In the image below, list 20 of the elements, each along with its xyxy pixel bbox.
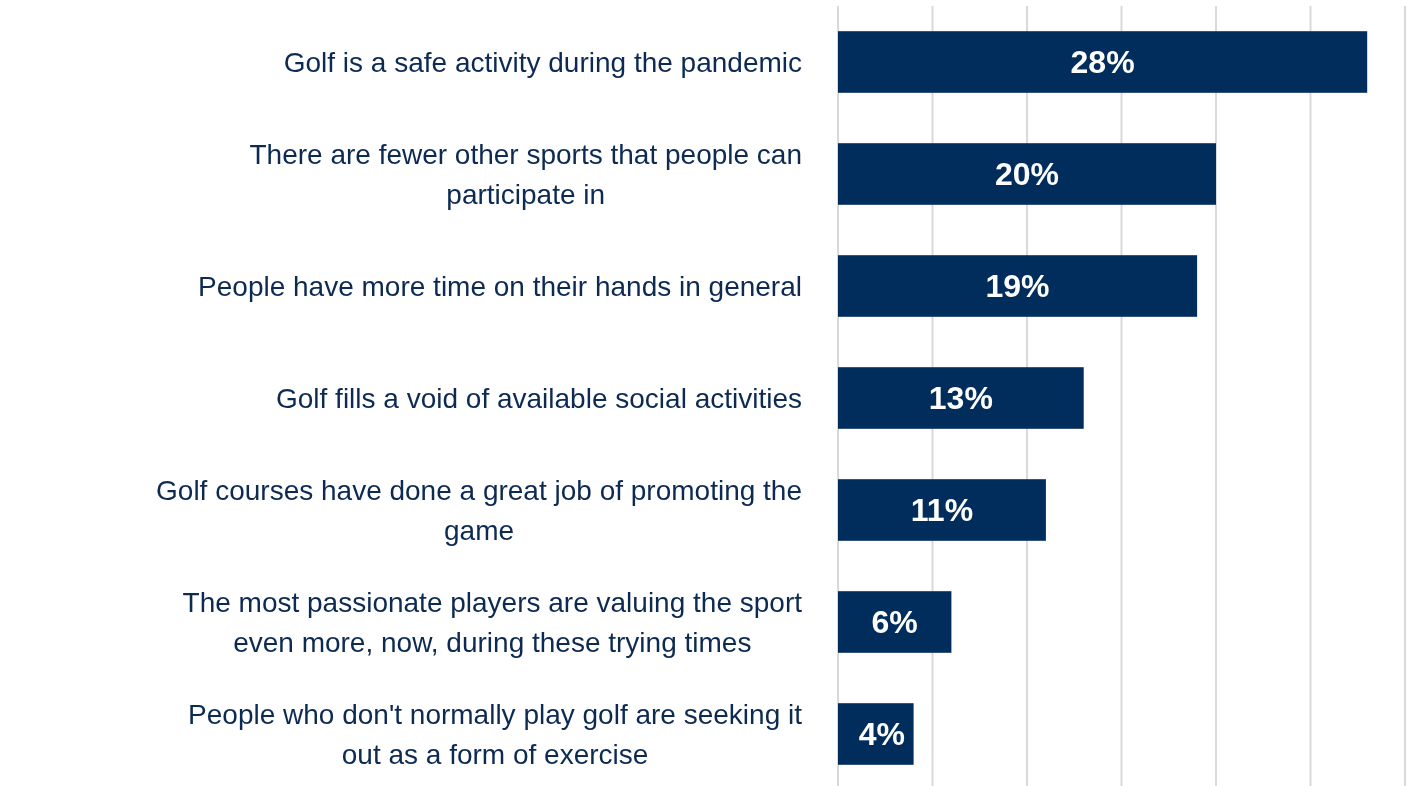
data-label: 19% xyxy=(985,268,1050,305)
bar xyxy=(838,143,1216,205)
data-label: 4% xyxy=(858,716,905,753)
y-tick-label: People who don't normally play golf are seeking it out as a form of exercise xyxy=(188,698,803,770)
bar xyxy=(838,591,952,653)
bar xyxy=(838,367,1084,429)
data-label: 6% xyxy=(871,604,918,641)
y-tick-label: The most passionate players are valuing the sport even more, now, during these trying times xyxy=(182,586,803,658)
data-label: 13% xyxy=(928,380,993,417)
y-tick-label: There are fewer other sports that people can participate in xyxy=(249,138,803,210)
data-label: 11% xyxy=(910,492,974,529)
y-tick-label: Golf is a safe activity during the pandemic xyxy=(283,46,802,78)
data-label: 28% xyxy=(1070,44,1135,81)
bar xyxy=(838,479,1046,541)
y-tick-label: Golf courses have done a great job of promoting the game xyxy=(156,474,803,546)
data-label: 20% xyxy=(994,156,1060,193)
y-tick-label: Golf fills a void of available social activities xyxy=(275,382,802,414)
bar xyxy=(838,31,1368,93)
bar xyxy=(838,255,1198,317)
y-tick-label: People have more time on their hands in general xyxy=(198,270,802,302)
